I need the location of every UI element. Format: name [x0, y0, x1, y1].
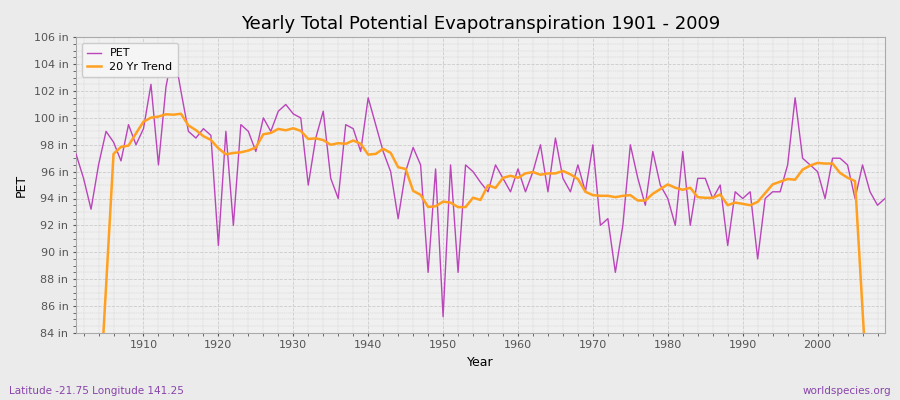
PET — [527, 169, 538, 174]
PET — [130, 142, 141, 147]
PET — [617, 223, 628, 228]
20 Yr Trend — [347, 138, 358, 143]
20 Yr Trend — [176, 111, 186, 116]
PET — [347, 126, 358, 131]
20 Yr Trend — [130, 131, 141, 136]
Line: 20 Yr Trend: 20 Yr Trend — [76, 114, 885, 400]
Title: Yearly Total Potential Evapotranspiration 1901 - 2009: Yearly Total Potential Evapotranspiratio… — [241, 15, 720, 33]
PET — [437, 314, 448, 319]
Text: worldspecies.org: worldspecies.org — [803, 386, 891, 396]
PET — [71, 152, 82, 156]
PET — [520, 189, 531, 194]
PET — [303, 183, 314, 188]
20 Yr Trend — [513, 176, 524, 180]
Y-axis label: PET: PET — [15, 174, 28, 197]
20 Yr Trend — [303, 137, 314, 142]
PET — [879, 196, 890, 201]
20 Yr Trend — [610, 195, 621, 200]
X-axis label: Year: Year — [467, 356, 494, 369]
Text: Latitude -21.75 Longitude 141.25: Latitude -21.75 Longitude 141.25 — [9, 386, 184, 396]
PET — [168, 46, 179, 50]
Legend: PET, 20 Yr Trend: PET, 20 Yr Trend — [82, 43, 178, 77]
20 Yr Trend — [520, 171, 531, 176]
Line: PET: PET — [76, 48, 885, 317]
